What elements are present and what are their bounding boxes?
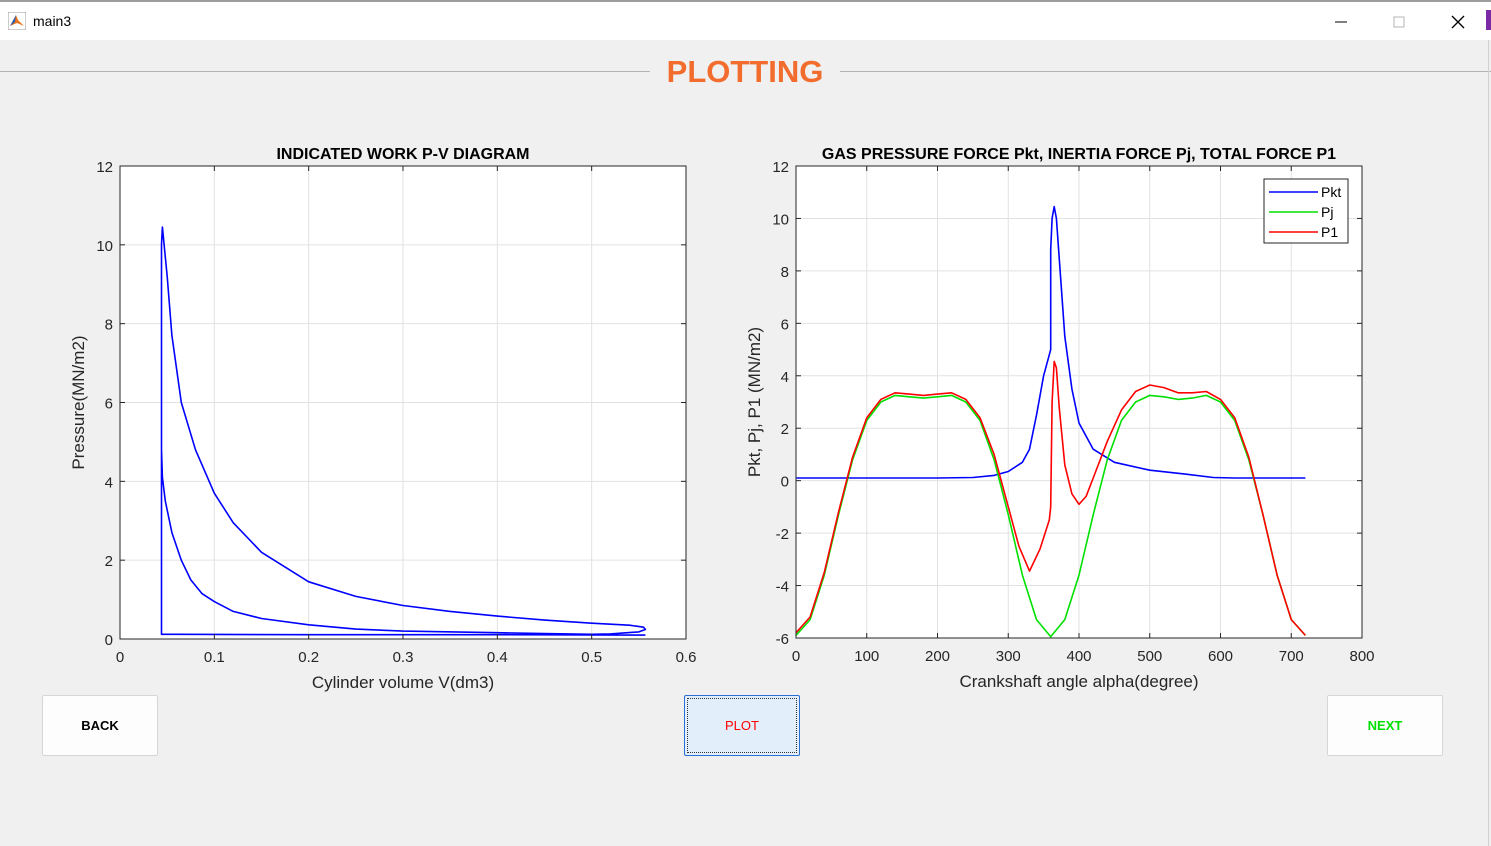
window-titlebar: main3 xyxy=(0,0,1491,40)
force-tick-label-x: 700 xyxy=(1279,648,1304,665)
pv-x-axis-label: Cylinder volume V(dm3) xyxy=(312,673,494,692)
force-tick-label-y: 4 xyxy=(781,369,789,386)
force-tick-label-x: 300 xyxy=(996,648,1021,665)
pv-chart: 0 0.1 0.2 0.3 0.4 0.5 0.6 0 2 4 6 8 10 12 INDICATED WO… xyxy=(69,146,696,692)
pv-tick-label-y: 0 xyxy=(105,632,113,649)
maximize-button[interactable] xyxy=(1376,6,1422,38)
matlab-app-icon xyxy=(8,12,26,30)
force-series-line-pj xyxy=(795,394,1306,638)
pv-tick-label-y: 10 xyxy=(96,238,113,255)
force-tick-label-y: -6 xyxy=(776,631,789,648)
pv-chart-title: INDICATED WORK P-V DIAGRAM xyxy=(276,146,529,163)
close-button[interactable] xyxy=(1434,6,1480,38)
force-tick-label-y: 12 xyxy=(772,159,789,176)
force-tick-label-y: -2 xyxy=(776,526,789,543)
force-x-axis-label: Crankshaft angle alpha(degree) xyxy=(959,672,1198,691)
next-button[interactable]: NEXT xyxy=(1327,695,1443,756)
pv-tick-label-x: 0.4 xyxy=(487,649,508,666)
minimize-button[interactable] xyxy=(1318,6,1364,38)
force-series-line-p1 xyxy=(795,360,1306,636)
background-window-edge xyxy=(1486,10,1491,30)
pv-tick-label-x: 0.1 xyxy=(204,649,225,666)
force-tick-label-x: 500 xyxy=(1137,648,1162,665)
pv-tick-label-x: 0 xyxy=(116,649,124,666)
force-tick-label-y: 6 xyxy=(781,316,789,333)
force-tick-label-x: 600 xyxy=(1208,648,1233,665)
pv-tick-label-x: 0.3 xyxy=(393,649,414,666)
window-title: main3 xyxy=(33,13,72,29)
pv-tick-label-y: 6 xyxy=(105,396,113,413)
force-tick-label-y: 2 xyxy=(781,421,789,438)
pv-series-line-0 xyxy=(160,226,647,636)
force-y-axis-label: Pkt, Pj, P1 (MN/m2) xyxy=(745,327,764,477)
legend-label-pkt: Pkt xyxy=(1321,184,1341,200)
force-tick-label-y: 8 xyxy=(781,264,789,281)
pv-tick-label-y: 8 xyxy=(105,317,113,334)
close-icon xyxy=(1451,15,1465,29)
force-chart-title: GAS PRESSURE FORCE Pkt, INERTIA FORCE Pj… xyxy=(822,146,1336,163)
force-tick-label-x: 800 xyxy=(1349,648,1374,665)
force-tick-label-x: 0 xyxy=(792,648,800,665)
pv-tick-label-y: 4 xyxy=(105,474,113,491)
pv-tick-label-x: 0.5 xyxy=(581,649,602,666)
force-series-line-pkt xyxy=(796,205,1306,479)
back-button[interactable]: BACK xyxy=(42,695,158,756)
force-tick-label-y: 10 xyxy=(772,211,789,228)
pv-tick-label-x: 0.2 xyxy=(298,649,319,666)
pv-y-axis-label: Pressure(MN/m2) xyxy=(69,335,88,469)
force-tick-label-x: 400 xyxy=(1066,648,1091,665)
window-right-border xyxy=(1488,40,1489,846)
pv-tick-label-x: 0.6 xyxy=(676,649,697,666)
legend-label-p1: P1 xyxy=(1321,224,1338,240)
force-tick-label-x: 200 xyxy=(925,648,950,665)
plot-button[interactable]: PLOT xyxy=(684,695,800,756)
force-legend: Pkt Pj P1 xyxy=(1263,178,1349,244)
minimize-icon xyxy=(1335,21,1347,23)
pv-tick-label-y: 2 xyxy=(105,553,113,570)
maximize-icon xyxy=(1393,16,1405,28)
pv-tick-label-y: 12 xyxy=(96,159,113,176)
force-chart: 0 100 200 300 400 500 600 700 800 -6 -4 -2 0 2 4 6 8 10 12… xyxy=(745,146,1375,691)
force-tick-label-y: 0 xyxy=(781,474,789,491)
page-title: PLOTTING xyxy=(650,54,840,90)
force-tick-label-y: -4 xyxy=(776,579,789,596)
force-tick-label-x: 100 xyxy=(854,648,879,665)
legend-label-pj: Pj xyxy=(1321,204,1333,220)
